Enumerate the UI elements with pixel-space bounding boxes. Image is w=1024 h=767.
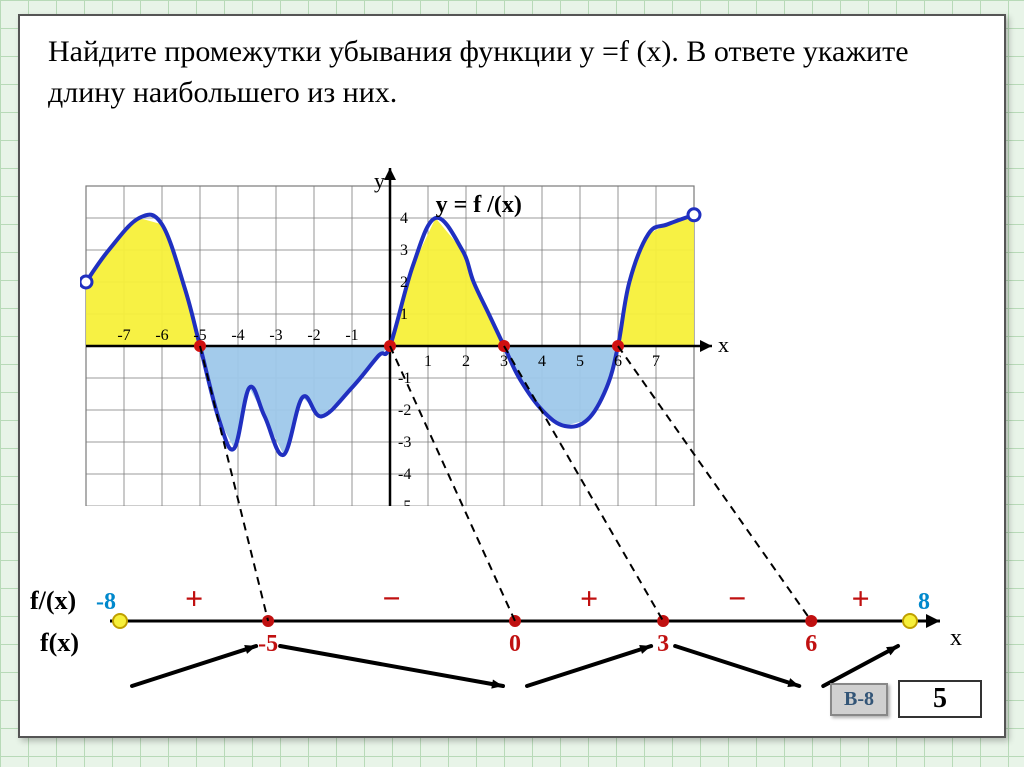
svg-text:x: x — [950, 625, 962, 651]
svg-text:-4: -4 — [398, 466, 411, 483]
svg-text:7: 7 — [652, 353, 660, 370]
svg-text:-3: -3 — [398, 434, 411, 451]
svg-text:5: 5 — [576, 353, 584, 370]
function-chart: -7 -6 -5 -4 -3 -2 -1 1 2 3 4 5 6 7 1 2 3 4 -1 -2 -3 -4 -5 y x y =… — [80, 146, 760, 506]
svg-text:6: 6 — [614, 353, 622, 370]
svg-text:-2: -2 — [307, 327, 320, 344]
chart-area: -7 -6 -5 -4 -3 -2 -1 1 2 3 4 5 6 7 1 2 3 4 -1 -2 -3 -4 -5 y x y =… — [80, 146, 760, 506]
fprime-label: f/(x) — [30, 586, 76, 616]
svg-text:x: x — [718, 332, 729, 357]
question-text: Найдите промежутки убывания функции y =f… — [48, 32, 968, 113]
svg-text:0: 0 — [509, 631, 521, 657]
svg-text:6: 6 — [805, 631, 817, 657]
svg-text:3: 3 — [400, 242, 408, 259]
svg-text:+: + — [580, 580, 598, 616]
svg-text:-7: -7 — [117, 327, 130, 344]
svg-text:-1: -1 — [345, 327, 358, 344]
svg-text:-2: -2 — [398, 402, 411, 419]
answer-box: В-8 5 — [830, 680, 982, 718]
variant-button[interactable]: В-8 — [830, 683, 888, 716]
svg-text:-8: -8 — [96, 589, 116, 615]
sign-line-stage: x -8 8 -5 0 3 6 + − + − + f/(x) f(x) — [30, 576, 970, 706]
svg-text:3: 3 — [657, 631, 669, 657]
svg-text:-4: -4 — [231, 327, 244, 344]
f-label: f(x) — [40, 628, 79, 658]
svg-text:2: 2 — [400, 274, 408, 291]
svg-text:1: 1 — [424, 353, 432, 370]
svg-text:4: 4 — [538, 353, 546, 370]
svg-text:8: 8 — [918, 589, 930, 615]
svg-text:1: 1 — [400, 306, 408, 323]
svg-text:-3: -3 — [269, 327, 282, 344]
svg-text:4: 4 — [400, 210, 408, 227]
svg-text:−: − — [728, 580, 746, 616]
svg-text:+: + — [852, 580, 870, 616]
svg-text:y: y — [374, 168, 385, 193]
svg-text:-5: -5 — [193, 327, 206, 344]
answer-field[interactable]: 5 — [898, 680, 982, 718]
svg-text:-6: -6 — [155, 327, 168, 344]
svg-text:-1: -1 — [398, 370, 411, 387]
svg-text:y = f /(x): y = f /(x) — [436, 192, 522, 218]
svg-text:3: 3 — [500, 353, 508, 370]
svg-text:2: 2 — [462, 353, 470, 370]
sign-diagram: x -8 8 -5 0 3 6 + − + − + — [30, 576, 970, 706]
svg-text:+: + — [185, 580, 203, 616]
svg-text:−: − — [382, 580, 400, 616]
svg-text:-5: -5 — [398, 498, 411, 506]
svg-text:-5: -5 — [258, 631, 278, 657]
content-frame: Найдите промежутки убывания функции y =f… — [18, 14, 1006, 738]
